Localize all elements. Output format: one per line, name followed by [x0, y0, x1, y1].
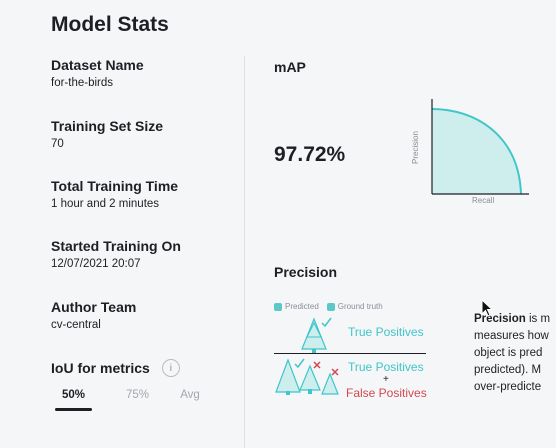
plus-sign: + — [383, 374, 389, 385]
precision-title: Precision — [274, 264, 338, 280]
iou-tabs: 50% 75% Avg — [55, 389, 210, 401]
fp-label: False Positives — [346, 386, 427, 400]
precision-term: Precision — [474, 313, 526, 325]
tab-75[interactable]: 75% — [125, 389, 150, 401]
stat-value: cv-central — [51, 319, 101, 331]
iou-label-text: IoU for metrics — [51, 360, 150, 376]
pr-y-label: Precision — [410, 131, 420, 164]
legend-predicted-label: Predicted — [285, 302, 319, 311]
legend-predicted-swatch — [274, 302, 282, 311]
page-title: Model Stats — [51, 13, 169, 36]
legend-ground-truth-label: Ground truth — [337, 302, 383, 311]
tab-avg[interactable]: Avg — [180, 389, 200, 401]
tab-active-underline — [55, 408, 92, 411]
pr-curve-line — [431, 108, 522, 195]
pr-curve-illustration — [431, 99, 529, 195]
true-positive-trees-icon — [301, 317, 332, 354]
stat-label: Started Training On — [51, 238, 181, 254]
vertical-divider — [244, 56, 245, 448]
stat-label: Total Training Time — [51, 178, 179, 194]
pr-curve-fill — [432, 109, 521, 194]
tp-label-top: True Positives — [348, 325, 424, 339]
stat-author-team: Author Team cv-central — [51, 299, 136, 331]
legend-ground-truth-swatch — [326, 302, 335, 311]
stat-value: 70 — [51, 138, 64, 150]
stat-label: Dataset Name — [51, 57, 144, 73]
stat-total-training-time: Total Training Time 1 hour and 2 minutes — [51, 178, 178, 210]
tab-50[interactable]: 50% — [61, 389, 86, 401]
precision-legend: Predicted Ground truth — [274, 302, 383, 311]
stat-started-training-on: Started Training On 12/07/2021 20:07 — [51, 238, 181, 270]
stat-dataset-name: Dataset Name for-the-birds — [51, 57, 144, 89]
stat-label: Author Team — [51, 299, 137, 315]
map-title: mAP — [274, 59, 306, 75]
iou-label: IoU for metrics i — [51, 359, 180, 377]
mixed-trees-icon — [275, 358, 339, 395]
pr-x-label: Recall — [472, 196, 495, 205]
stat-value: for-the-birds — [51, 77, 113, 89]
tp-label-bottom: True Positives — [348, 360, 424, 374]
map-value: 97.72% — [274, 143, 346, 166]
stat-value: 12/07/2021 20:07 — [51, 258, 141, 270]
precision-description: Precision is m measures how object is pr… — [474, 313, 551, 393]
mouse-cursor-icon — [481, 299, 494, 317]
separator-line — [274, 353, 426, 354]
info-icon[interactable]: i — [161, 359, 180, 377]
stat-training-set-size: Training Set Size 70 — [51, 118, 163, 150]
stat-value: 1 hour and 2 minutes — [51, 198, 160, 210]
stat-label: Training Set Size — [51, 118, 164, 134]
